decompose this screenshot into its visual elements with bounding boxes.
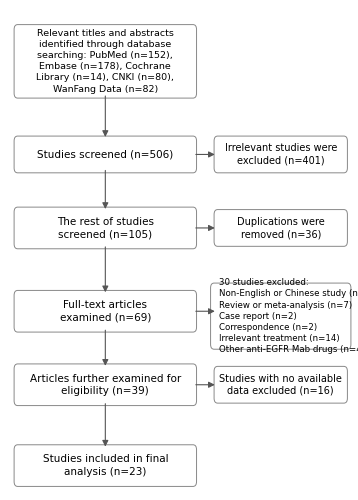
FancyBboxPatch shape — [14, 136, 197, 173]
Text: Full-text articles
examined (n=69): Full-text articles examined (n=69) — [60, 300, 151, 322]
FancyBboxPatch shape — [14, 24, 197, 98]
Text: Relevant titles and abstracts
identified through database
searching: PubMed (n=1: Relevant titles and abstracts identified… — [37, 29, 174, 94]
FancyBboxPatch shape — [14, 445, 197, 486]
FancyBboxPatch shape — [214, 210, 347, 246]
Text: Studies screened (n=506): Studies screened (n=506) — [37, 150, 173, 160]
FancyBboxPatch shape — [214, 136, 347, 173]
Text: Duplications were
removed (n=36): Duplications were removed (n=36) — [237, 217, 325, 239]
Text: Irrelevant studies were
excluded (n=401): Irrelevant studies were excluded (n=401) — [224, 144, 337, 166]
FancyBboxPatch shape — [214, 366, 347, 403]
Text: Studies with no available
data excluded (n=16): Studies with no available data excluded … — [219, 374, 342, 396]
FancyBboxPatch shape — [14, 207, 197, 249]
FancyBboxPatch shape — [14, 290, 197, 332]
FancyBboxPatch shape — [14, 364, 197, 406]
Text: Studies included in final
analysis (n=23): Studies included in final analysis (n=23… — [43, 454, 168, 477]
Text: 30 studies excluded:
Non-English or Chinese study (n=1)
Review or meta-analysis : 30 studies excluded: Non-English or Chin… — [219, 278, 358, 354]
Text: The rest of studies
screened (n=105): The rest of studies screened (n=105) — [57, 217, 154, 239]
Text: Articles further examined for
eligibility (n=39): Articles further examined for eligibilit… — [30, 374, 181, 396]
FancyBboxPatch shape — [211, 283, 351, 349]
